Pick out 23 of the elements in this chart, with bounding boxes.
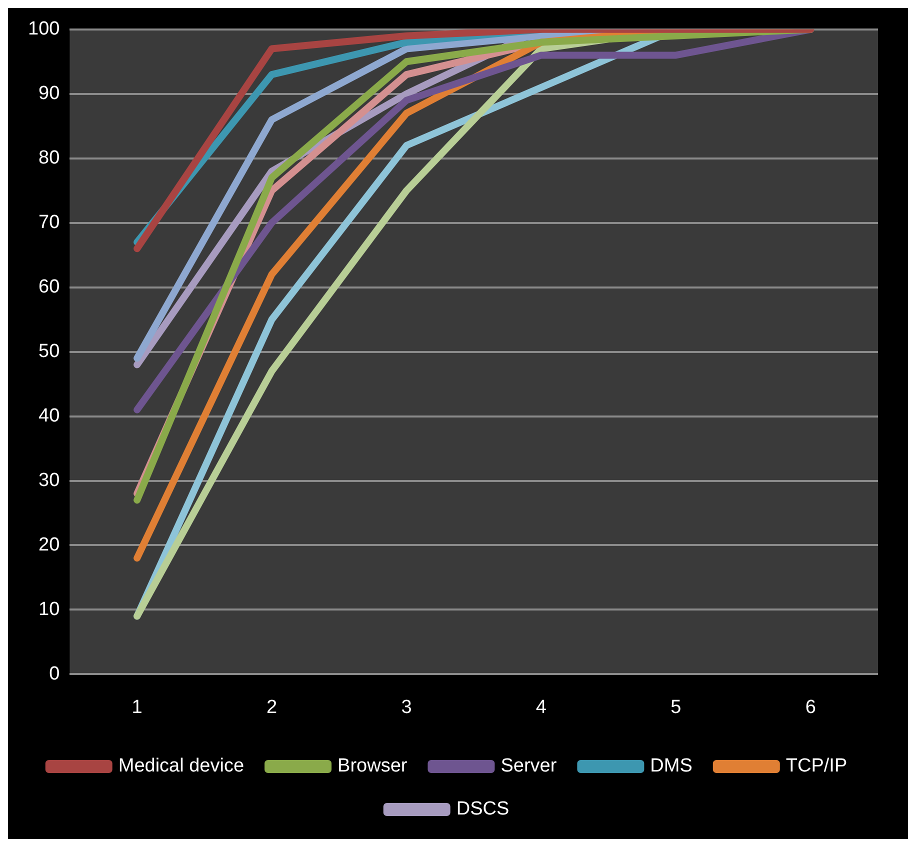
x-tick-label: 3 [401,696,412,718]
y-tick-label: 30 [38,470,60,491]
y-tick-label: 40 [38,406,60,427]
x-tick-label: 1 [132,696,142,718]
legend-label: TCP/IP [786,756,848,777]
y-tick-label: 100 [28,18,60,40]
y-tick-label: 80 [38,148,60,169]
y-tick-label: 90 [38,83,60,104]
x-tick-label: 4 [536,696,547,718]
x-tick-label: 2 [266,696,278,718]
y-tick-label: 60 [38,276,60,298]
y-tick-label: 10 [38,598,60,620]
y-tick-label: 20 [38,534,60,556]
y-tick-label: 0 [49,663,60,684]
legend-label: Browser [338,756,408,777]
y-tick-label: 70 [38,212,60,234]
x-tick-label: 5 [670,696,682,718]
x-tick-label: 6 [805,696,816,718]
legend-label: Server [500,756,558,777]
legend-label: Medical device [118,756,244,777]
y-tick-label: 50 [38,341,60,362]
legend-label: DSCS [456,798,510,820]
legend-label: DMS [650,756,692,777]
